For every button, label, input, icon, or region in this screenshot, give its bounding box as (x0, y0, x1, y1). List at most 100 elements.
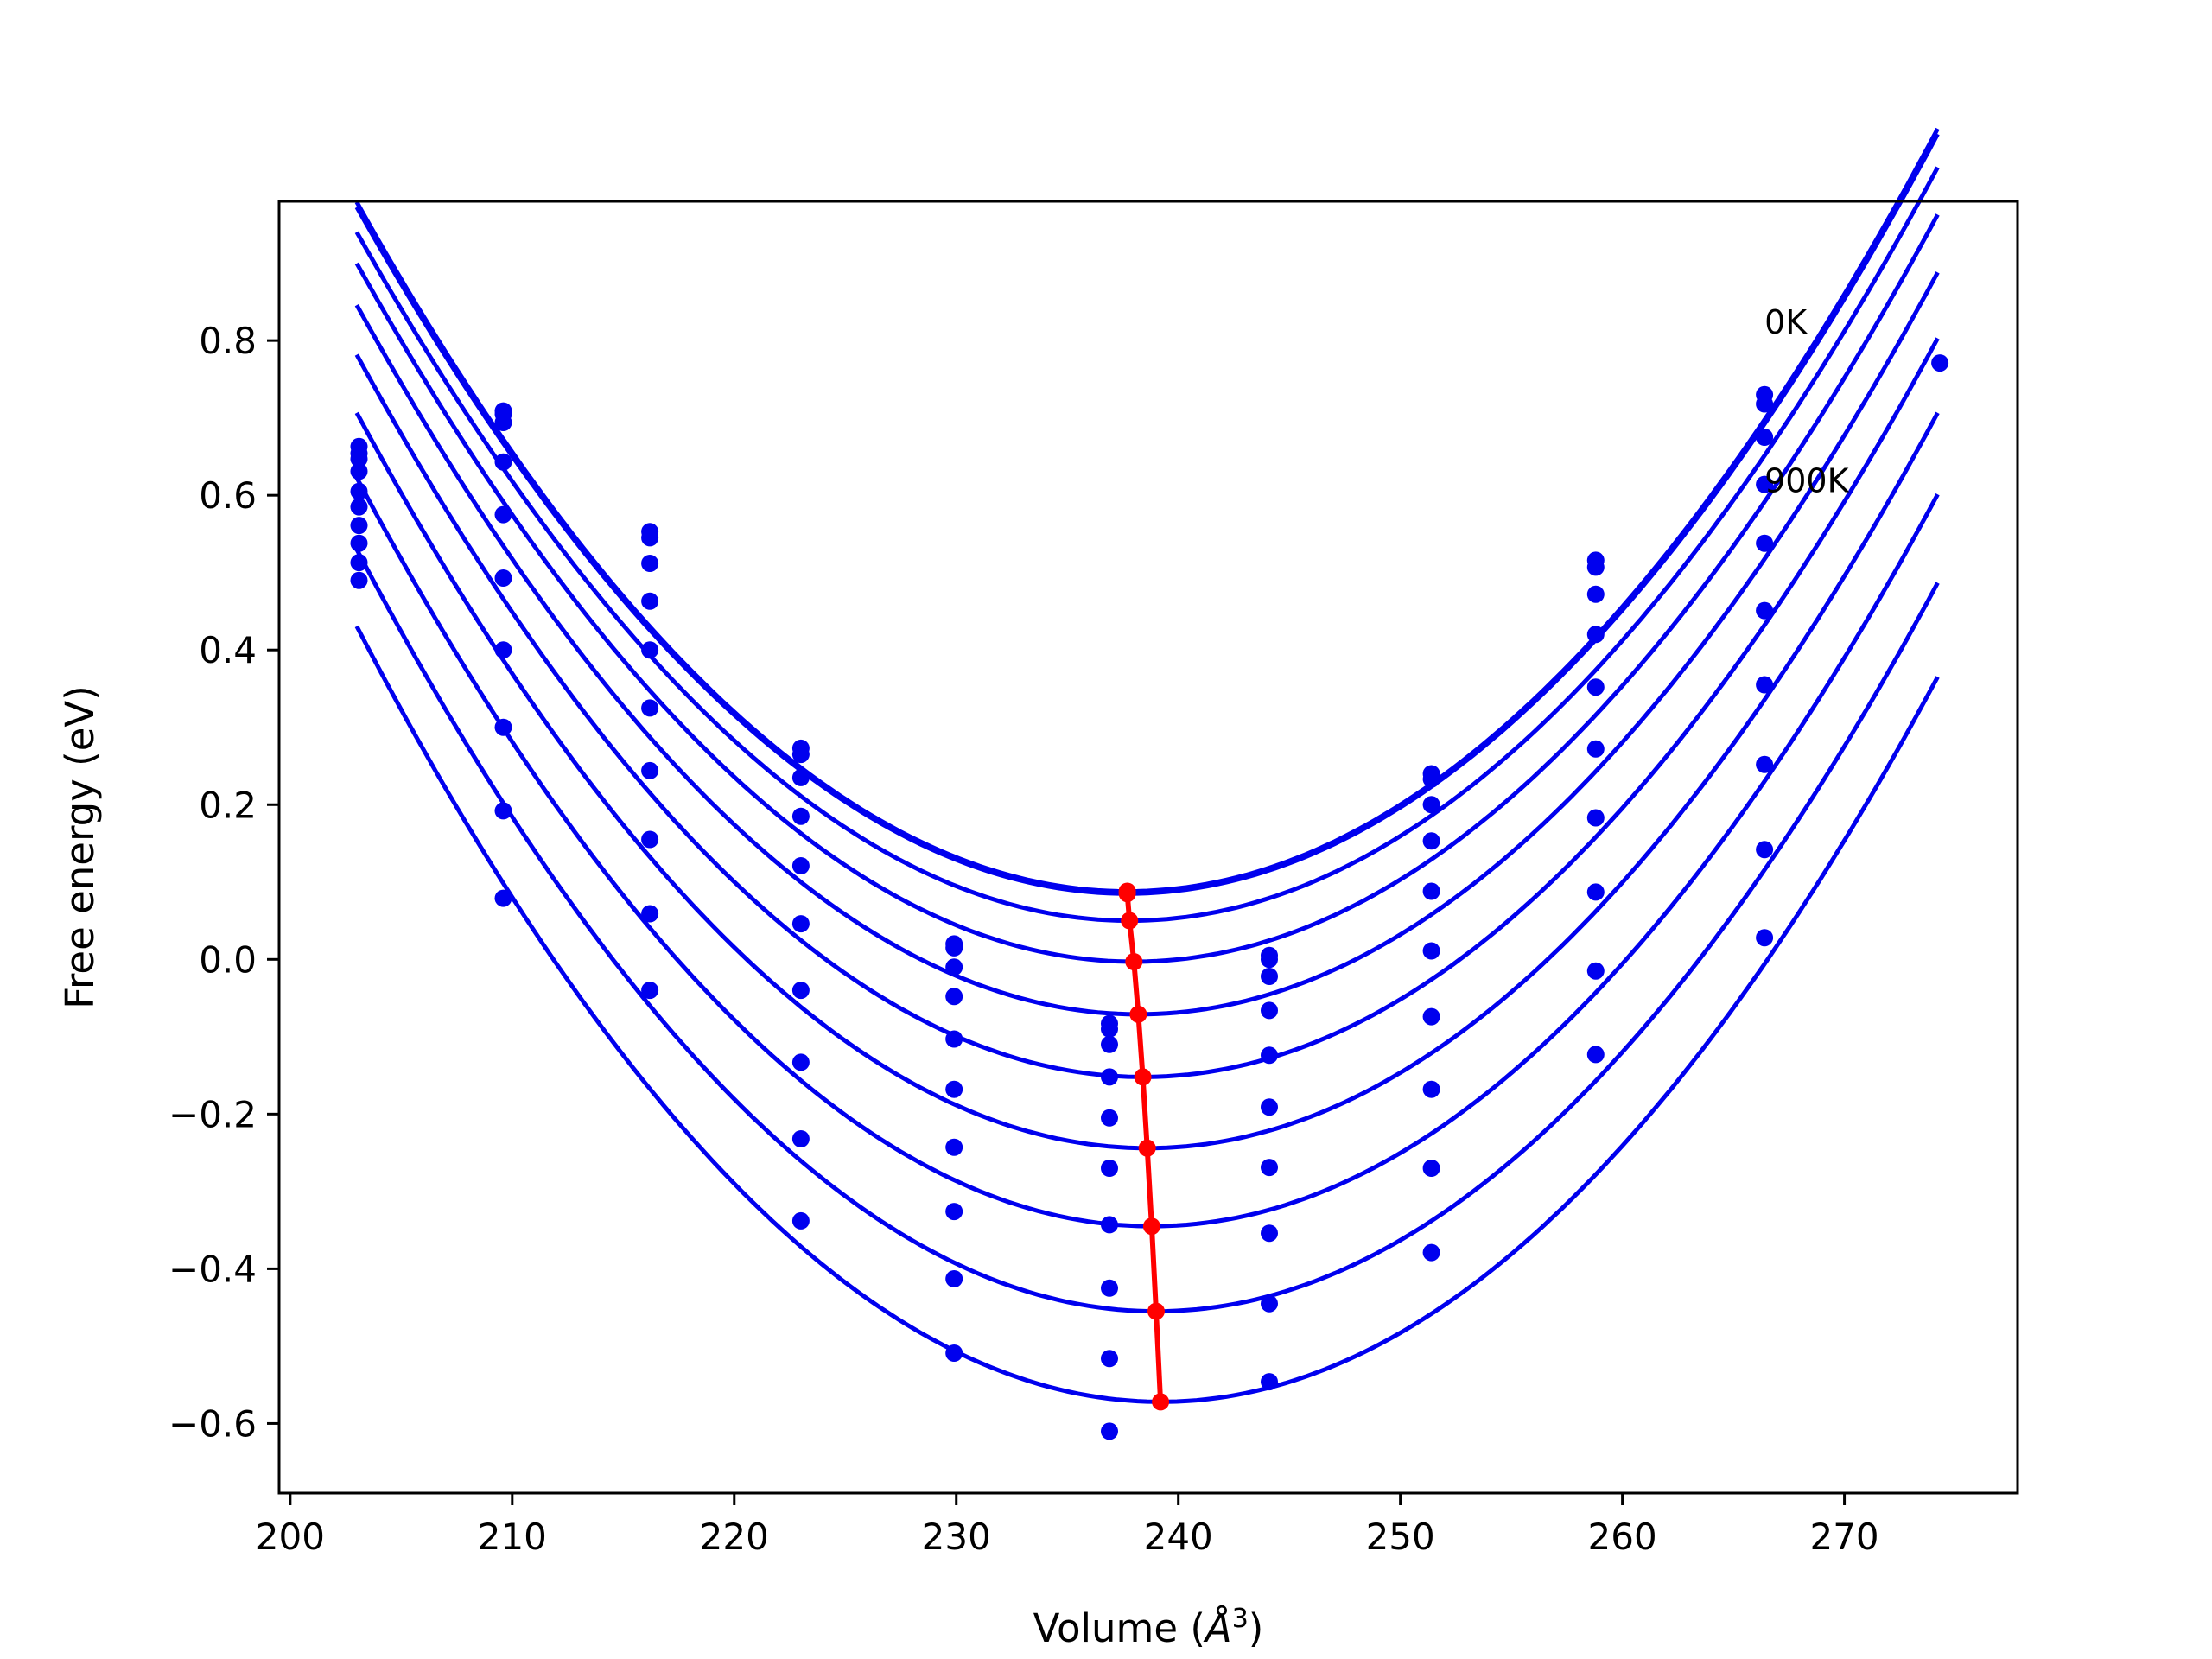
data-point-8-4 (945, 1270, 963, 1287)
data-point-6-7 (1422, 1007, 1440, 1026)
data-point-8-8 (1586, 962, 1605, 980)
data-point-8-9 (1756, 841, 1774, 859)
data-point-1-9 (1756, 395, 1774, 413)
data-point-8-6 (1261, 1294, 1278, 1313)
minimum-line-group (1118, 882, 1170, 1411)
data-point-3-4 (945, 988, 963, 1006)
data-point-6-9 (1756, 676, 1774, 694)
y-axis: −0.6 −0.4 −0.2 0.0 0.2 0.4 0.6 0.8 (168, 320, 279, 1445)
data-point-3-0 (350, 462, 368, 480)
y-tick-label-4: 0.2 (199, 784, 257, 826)
data-point-3-8 (1586, 626, 1605, 644)
data-point-5-0 (350, 498, 368, 516)
data-point-9-2 (641, 982, 659, 1000)
data-point-7-4 (945, 1203, 963, 1221)
data-point-6-6 (1261, 1159, 1278, 1177)
data-point-8-7 (1422, 1160, 1440, 1177)
data-point-9-9 (1756, 929, 1774, 947)
data-point-3-5 (1101, 1068, 1118, 1086)
minimum-point-8 (1147, 1302, 1165, 1320)
x-tick-label-250: 250 (1366, 1516, 1435, 1558)
x-tick-label-220: 220 (700, 1516, 769, 1558)
data-point-5-4 (945, 1080, 963, 1098)
minimum-point-3 (1125, 953, 1143, 970)
data-point-8-0 (350, 554, 368, 572)
minimum-point-2 (1121, 912, 1139, 930)
y-tick-label-2: −0.2 (168, 1093, 257, 1135)
data-point-5-7 (1422, 942, 1440, 960)
data-point-4-7 (1422, 882, 1440, 900)
data-point-4-4 (945, 1030, 963, 1048)
data-point-5-6 (1261, 1098, 1278, 1116)
minimum-point-9 (1152, 1393, 1170, 1411)
data-point-6-4 (945, 1138, 963, 1156)
data-point-8-3 (791, 1130, 810, 1147)
data-point-9-0 (350, 571, 368, 589)
data-point-1-5 (1101, 1020, 1118, 1038)
fit-curve-3 (354, 213, 1940, 964)
data-point-2-0 (350, 450, 368, 468)
data-point-4-2 (641, 641, 659, 659)
data-point-9-8 (1586, 1046, 1605, 1064)
minimum-line (1124, 891, 1164, 1402)
data-point-9-3 (791, 1211, 810, 1230)
data-point-6-0 (350, 517, 368, 535)
data-point-4-8 (1586, 678, 1605, 696)
data-point-1-2 (641, 529, 659, 547)
minimum-point-5 (1134, 1068, 1152, 1086)
data-point-2-1 (494, 414, 512, 431)
data-point-8-5 (1101, 1350, 1118, 1368)
y-tick-label-7: 0.8 (199, 320, 257, 362)
data-point-8-1 (494, 802, 512, 820)
y-tick-label-0: −0.6 (168, 1402, 257, 1445)
data-point-5-2 (641, 699, 659, 717)
data-point-2-3 (791, 768, 810, 786)
data-point-2-8 (1586, 585, 1605, 603)
fit-curve-1 (354, 133, 1940, 896)
fit-curve-2 (354, 166, 1940, 923)
y-tick-label-3: 0.0 (199, 938, 257, 981)
data-point-7-1 (494, 718, 512, 736)
data-point-6-2 (641, 761, 659, 779)
data-point-7-3 (791, 1053, 810, 1071)
data-point-5-5 (1101, 1160, 1118, 1177)
data-point-9-1 (494, 889, 512, 907)
x-axis-label-symbol: Å (1203, 1605, 1232, 1651)
data-point-6-5 (1101, 1216, 1118, 1234)
fit-curve-4 (354, 271, 1940, 1017)
data-point-7-7 (1422, 1080, 1440, 1098)
data-point-5-8 (1586, 740, 1605, 758)
fit-curve-0 (354, 127, 1940, 894)
data-point-1-6 (1261, 950, 1278, 969)
data-point-6-3 (791, 982, 810, 1000)
y-tick-label-1: −0.4 (168, 1248, 257, 1290)
y-axis-label: Free energy (eV) (57, 685, 103, 1008)
data-point-9-6 (1261, 1373, 1278, 1391)
x-tick-label-270: 270 (1809, 1516, 1878, 1558)
data-point-1-3 (791, 746, 810, 764)
data-point-2-4 (945, 958, 963, 976)
data-point-3-6 (1261, 1001, 1278, 1020)
data-point-4-5 (1101, 1109, 1118, 1127)
x-axis: 200 210 220 230 240 250 260 270 (256, 1493, 1879, 1558)
data-point-3-9 (1756, 475, 1774, 493)
y-tick-label-5: 0.4 (199, 629, 257, 671)
x-axis-label-text: Volume ( (1033, 1605, 1205, 1651)
data-point-4-0 (350, 482, 368, 500)
fit-curve-8 (354, 548, 1940, 1314)
data-point-2-9 (1756, 429, 1774, 446)
data-point-2-7 (1422, 796, 1440, 814)
data-point-2-5 (1101, 1035, 1118, 1053)
data-point-7-9 (1756, 755, 1774, 773)
x-tick-label-260: 260 (1588, 1516, 1657, 1558)
data-point-9-4 (945, 1344, 963, 1362)
minimum-point-6 (1138, 1139, 1156, 1157)
data-point-4-9 (1756, 534, 1774, 552)
data-point-4-3 (791, 857, 810, 874)
data-point-7-2 (641, 830, 659, 849)
x-tick-label-200: 200 (256, 1516, 325, 1558)
data-point-9-10 (1931, 354, 1949, 372)
data-point-2-6 (1261, 968, 1278, 985)
data-point-3-2 (641, 592, 659, 610)
